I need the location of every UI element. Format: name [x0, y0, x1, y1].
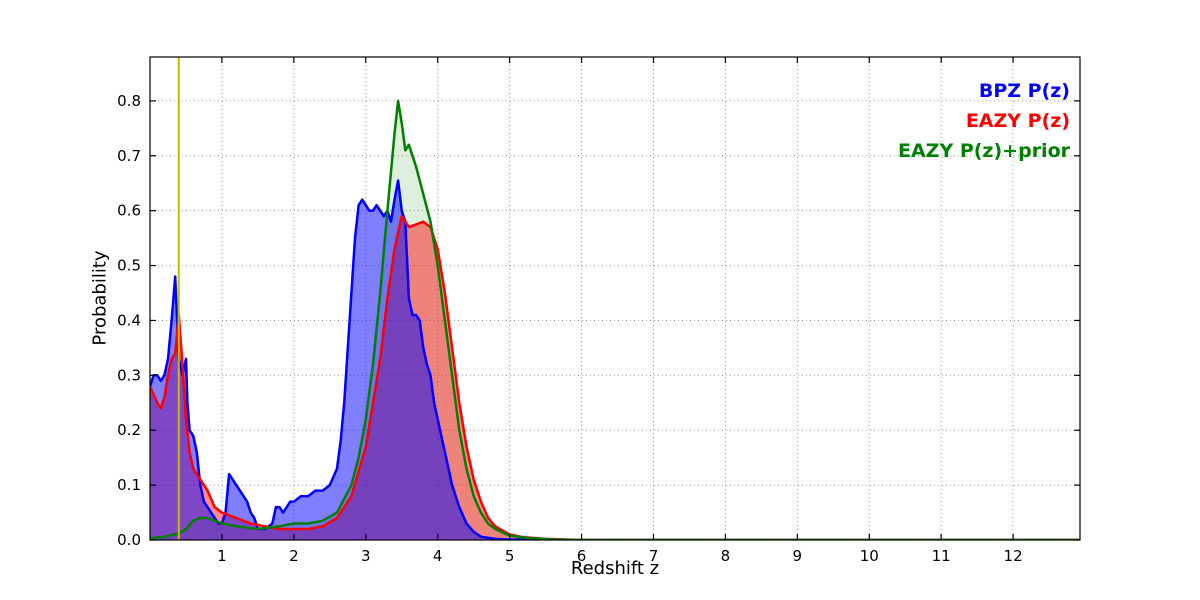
- x-tick-label: 2: [289, 547, 299, 565]
- x-tick-label: 8: [721, 547, 731, 565]
- y-tick-label: 0.3: [117, 366, 141, 384]
- y-tick-label: 0.0: [117, 531, 141, 549]
- tick-marks: [150, 57, 1080, 541]
- axes-frame: [149, 56, 1081, 541]
- x-axis-label: Redshift z: [570, 558, 660, 579]
- y-tick-label: 0.1: [117, 476, 141, 494]
- x-tick-label: 10: [860, 547, 879, 565]
- tick-labels: 1 2 3 4 5 6 7 8 9 10 11 120.00.10.20.30.40.50.60.70…: [117, 92, 1023, 565]
- legend: BPZ P(z) EAZY P(z) EAZY P(z)+prior: [898, 76, 1070, 166]
- x-tick-label: 5: [505, 547, 515, 565]
- x-tick-label: 9: [793, 547, 803, 565]
- eazy-curve: [150, 214, 1080, 540]
- bpz-curve: [150, 179, 1080, 540]
- x-tick-label: 11: [932, 547, 951, 565]
- legend-item-eazy: EAZY P(z): [965, 110, 1070, 132]
- x-tick-label: 7: [649, 547, 659, 565]
- y-axis-label: Probability: [89, 250, 111, 346]
- eazy-fill: [150, 216, 1080, 540]
- bpz-fill: [150, 180, 1080, 540]
- x-tick-label: 3: [361, 547, 371, 565]
- y-tick-label: 0.8: [117, 92, 141, 110]
- x-tick-label: 12: [1004, 547, 1023, 565]
- y-tick-label: 0.6: [117, 202, 141, 220]
- legend-item-eazy-prior: EAZY P(z)+prior: [897, 140, 1070, 162]
- legend-item-bpz: BPZ P(z): [978, 80, 1070, 102]
- y-tick-label: 0.2: [117, 421, 141, 439]
- x-tick-label: 4: [433, 547, 443, 565]
- eazy-prior-curve: [150, 99, 1080, 540]
- x-tick-label: 6: [577, 547, 587, 565]
- x-tick-label: 1: [217, 547, 227, 565]
- y-tick-label: 0.7: [117, 147, 141, 165]
- y-tick-label: 0.4: [117, 311, 141, 329]
- y-tick-label: 0.5: [117, 257, 141, 275]
